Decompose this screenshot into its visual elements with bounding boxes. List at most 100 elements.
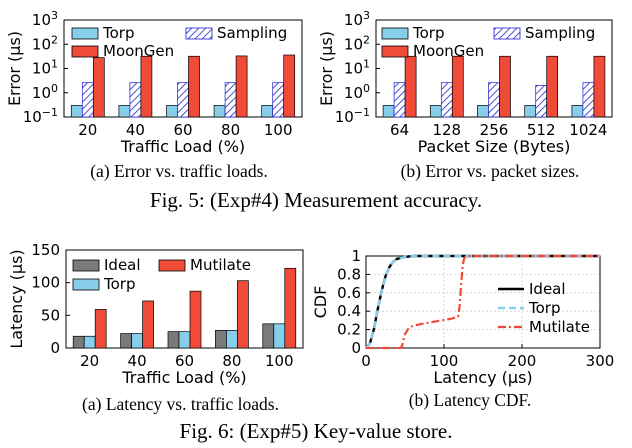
b5-legend-swatch	[493, 27, 521, 40]
a5-bar-moongen	[92, 57, 105, 118]
a6-bar-ideal	[167, 331, 180, 349]
b5-xtick-label: 128	[432, 121, 461, 139]
a6-legend-label: Torp	[103, 275, 135, 293]
a6-bar-ideal	[215, 330, 227, 349]
a6-xtick-label: 20	[80, 352, 99, 370]
b5-bar-torp	[571, 105, 584, 118]
b5-xtick-label: 256	[480, 121, 509, 139]
b6-legend-label: Mutilate	[529, 318, 590, 336]
a5-bar-torp	[166, 105, 178, 118]
a5-caption: (a) Error vs. traffic loads.	[90, 161, 268, 181]
b5-bar-moongen	[451, 55, 464, 118]
b5-xtick-label: 1024	[569, 121, 607, 139]
a6-bar-torp	[83, 335, 96, 349]
b6-xtick-label: 200	[508, 352, 537, 370]
a5-bar-sampling	[224, 82, 237, 118]
b5-ytick-label: 10−1	[335, 106, 370, 126]
b5-legend-swatch	[381, 27, 409, 40]
b6-ytick-label: 1	[351, 247, 361, 265]
a5-xtick-label: 40	[126, 121, 145, 139]
a5-bar-moongen	[188, 55, 200, 118]
b5-legend-label: Torp	[412, 24, 444, 42]
b5-bar-sampling	[582, 82, 595, 118]
a5-xtick-label: 100	[264, 121, 293, 139]
b5-bar-torp	[477, 105, 489, 118]
b6-ytick-label: 0	[351, 339, 361, 357]
b6-y-axis-label: CDF	[311, 286, 330, 319]
a6-bar-mutilate	[189, 290, 202, 349]
b5-ytick-label: 100	[344, 82, 370, 102]
a6-ytick-label: 50	[41, 306, 60, 324]
a6-xtick-label: 80	[222, 352, 241, 370]
a6-bar-mutilate	[142, 300, 154, 349]
b5-bar-torp	[524, 105, 537, 118]
a6-xtick-label: 100	[265, 352, 294, 370]
b5-x-axis-label: Packet Size (Bytes)	[418, 137, 571, 156]
b5-legend-label: MoonGen	[413, 42, 484, 60]
a6-legend-label: Ideal	[104, 256, 141, 274]
a5-legend-label: Sampling	[217, 24, 287, 42]
b5-bar-torp	[382, 105, 395, 118]
a5-legend-label: MoonGen	[103, 42, 174, 60]
b5-bar-sampling	[393, 82, 406, 118]
a6-bar-mutilate	[94, 309, 107, 349]
b5-legend-label: Sampling	[525, 24, 595, 42]
b5-legend-swatch	[381, 45, 409, 58]
a5-bar-sampling	[81, 82, 94, 118]
b5-bar-moongen	[404, 55, 417, 118]
b5-ytick-label: 101	[344, 58, 370, 78]
a6-ytick-label: 150	[31, 241, 60, 259]
b5-bar-sampling	[488, 82, 500, 118]
a6-bar-mutilate	[284, 267, 297, 349]
b5-bar-torp	[429, 105, 442, 118]
a5-bar-sampling	[129, 82, 142, 118]
b5-bar-sampling	[440, 82, 453, 118]
a5-ytick-label: 103	[32, 9, 58, 29]
b6-ytick-label: 0.2	[337, 321, 361, 339]
b6-x-axis-label: Latency (μs)	[433, 368, 532, 387]
b6-ytick-label: 0.4	[337, 302, 361, 320]
a5-ytick-label: 100	[32, 82, 58, 102]
a5-y-axis-label: Error (μs)	[5, 31, 24, 106]
a5-bar-moongen	[283, 54, 296, 118]
a5-bar-torp	[118, 105, 131, 118]
b5-bar-sampling	[535, 85, 548, 118]
a5-bar-torp	[261, 105, 274, 118]
b6-ytick-label: 0.8	[337, 265, 361, 283]
b5-xtick-label: 512	[527, 121, 556, 139]
b6-xtick-label: 0	[361, 352, 371, 370]
a5-xtick-label: 20	[78, 121, 97, 139]
b6-xtick-label: 100	[430, 352, 459, 370]
a6-bar-ideal	[72, 335, 85, 349]
a5-ytick-label: 10−1	[23, 106, 58, 126]
b5-ytick-label: 102	[344, 33, 370, 53]
a6-xtick-label: 40	[128, 352, 147, 370]
a5-ytick-label: 102	[32, 33, 58, 53]
b5-bar-moongen	[499, 55, 511, 118]
b5-y-axis-label: Error (μs)	[317, 31, 336, 106]
b6-xtick-label: 300	[586, 352, 615, 370]
a5-x-axis-label: Traffic Load (%)	[120, 137, 245, 156]
a6-bar-ideal	[120, 333, 132, 349]
a5-legend-swatch	[185, 27, 213, 40]
a6-ytick-label: 100	[31, 274, 60, 292]
a6-caption: (a) Latency vs. traffic loads.	[82, 394, 279, 414]
a6-x-axis-label: Traffic Load (%)	[121, 368, 246, 387]
a5-ytick-label: 101	[32, 58, 58, 78]
a6-legend-swatch	[72, 259, 100, 272]
figure-5-caption: Fig. 5: (Exp#4) Measurement accuracy.	[150, 188, 482, 212]
b6-line-torp	[365, 254, 600, 349]
b6-caption: (b) Latency CDF.	[409, 390, 532, 410]
a5-legend-label: Torp	[102, 24, 134, 42]
a5-xtick-label: 80	[221, 121, 240, 139]
a5-xtick-label: 60	[173, 121, 192, 139]
b5-bar-moongen	[593, 55, 606, 118]
a5-bar-moongen	[235, 55, 248, 118]
a6-bar-torp	[131, 333, 143, 349]
a6-bar-torp	[178, 331, 191, 349]
a5-bar-sampling	[177, 82, 189, 118]
b6-legend-label: Ideal	[529, 280, 566, 298]
a5-bar-torp	[70, 105, 83, 118]
a6-bar-torp	[226, 330, 238, 349]
